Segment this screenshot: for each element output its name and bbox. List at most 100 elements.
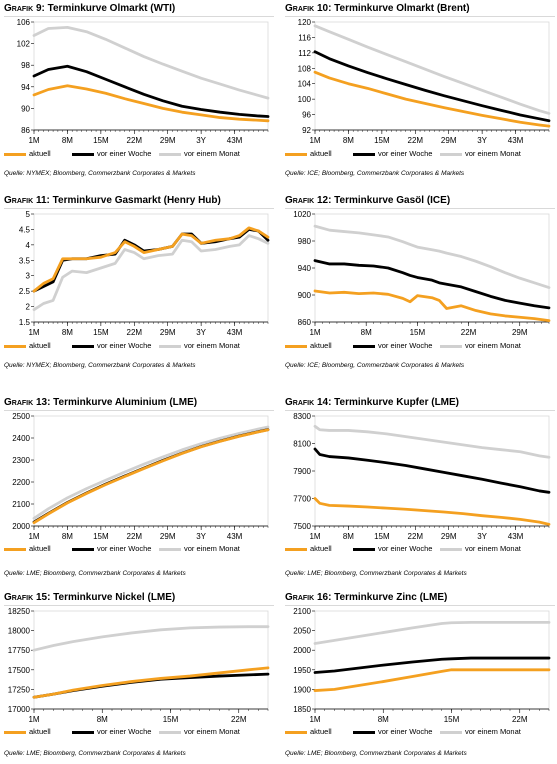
y-tick-label: 5 (26, 210, 31, 219)
legend-swatch (285, 731, 307, 734)
legend-label: vor einer Woche (378, 544, 433, 553)
legend-label: vor einem Monat (184, 149, 240, 158)
legend-label: vor einer Woche (97, 544, 152, 553)
y-tick-label: 92 (302, 126, 311, 135)
y-tick-label: 94 (21, 83, 30, 92)
y-tick-label: 112 (298, 49, 311, 58)
y-tick-label: 1900 (293, 685, 311, 694)
chart-plot-aluminium: 2000 2100 2200 2300 2400 2500 1M 8M 15M 22M 29M 3Y 4… (12, 412, 270, 541)
y-tick-label: 2000 (12, 522, 30, 531)
legend-label: vor einer Woche (378, 341, 433, 350)
x-tick-label: 3Y (196, 328, 206, 337)
y-tick-label: 7900 (293, 467, 311, 476)
y-tick-label: 1.5 (19, 318, 31, 327)
series-line-aktuell (32, 84, 270, 123)
legend-label: vor einer Woche (97, 341, 152, 350)
series-line-woche (313, 50, 551, 123)
legend-swatch (159, 345, 181, 348)
x-tick-label: 1M (309, 136, 320, 145)
chart-legend: aktuell vor einer Woche vor einem Monat (4, 148, 274, 160)
x-tick-label: 1M (309, 328, 320, 337)
series-line-monat (32, 425, 270, 520)
chart-legend: aktuell vor einer Woche vor einem Monat (285, 543, 555, 555)
legend-swatch (159, 548, 181, 551)
x-tick-label: 1M (28, 136, 39, 145)
chart-title: Grafik 13: Terminkurve Aluminium (LME) (4, 395, 274, 411)
x-tick-label: 43M (227, 136, 243, 145)
x-tick-label: 15M (410, 328, 426, 337)
x-tick-label: 43M (227, 328, 243, 337)
legend-swatch (72, 548, 94, 551)
y-tick-label: 96 (302, 111, 311, 120)
x-tick-label: 1M (309, 532, 320, 541)
legend-swatch (72, 153, 94, 156)
chart-legend: aktuell vor einer Woche vor einem Monat (285, 726, 555, 738)
y-tick-label: 3 (26, 272, 31, 281)
y-tick-label: 102 (17, 40, 31, 49)
y-tick-label: 1020 (293, 210, 311, 219)
x-tick-label: 15M (374, 136, 390, 145)
series-line-woche (313, 656, 551, 674)
y-tick-label: 2300 (12, 456, 30, 465)
legend-label: aktuell (29, 727, 51, 736)
y-tick-label: 18250 (8, 607, 31, 616)
chart-legend: aktuell vor einer Woche vor einem Monat (4, 726, 274, 738)
series-line-monat (313, 24, 551, 115)
x-tick-label: 8M (361, 328, 372, 337)
y-tick-label: 18000 (8, 627, 31, 636)
series-line-aktuell (32, 666, 270, 699)
x-tick-label: 15M (93, 328, 109, 337)
chart-title: Grafik 16: Terminkurve Zinc (LME) (285, 590, 555, 606)
y-tick-label: 120 (298, 18, 312, 27)
legend-label: aktuell (29, 544, 51, 553)
y-tick-label: 17500 (8, 666, 31, 675)
series-line-monat (313, 620, 551, 645)
legend-label: aktuell (310, 149, 332, 158)
chart-title: Grafik 12: Terminkurve Gasöl (ICE) (285, 193, 555, 209)
chart-plot-gasoil: 860 900 940 980 1020 1M 8M 15M 22M 29M (293, 210, 551, 337)
legend-label: vor einem Monat (465, 544, 521, 553)
y-tick-label: 8100 (293, 440, 311, 449)
x-tick-label: 15M (93, 136, 109, 145)
x-tick-label: 3Y (477, 136, 487, 145)
chart-source: Quelle: LME; Bloomberg, Commerzbank Corp… (4, 570, 186, 577)
chart-panel-kupfer: Grafik 14: Terminkurve Kupfer (LME) 7500… (285, 395, 555, 585)
x-tick-label: 22M (231, 715, 247, 724)
x-tick-label: 15M (444, 715, 460, 724)
legend-label: aktuell (310, 544, 332, 553)
x-tick-label: 22M (127, 328, 143, 337)
chart-plot-brent: 92 96 100 104 108 112 116 120 1M 8M 15M 22M 29M 3Y 43M (298, 18, 551, 145)
chart-legend: aktuell vor einer Woche vor einem Monat (4, 340, 274, 352)
y-tick-label: 940 (298, 264, 312, 273)
chart-panel-nickel: Grafik 15: Terminkurve Nickel (LME) 1700… (4, 590, 274, 762)
y-tick-label: 100 (298, 95, 312, 104)
x-tick-label: 8M (343, 136, 354, 145)
x-tick-label: 15M (93, 532, 109, 541)
y-tick-label: 104 (298, 80, 312, 89)
legend-swatch (440, 548, 462, 551)
chart-panel-henry-hub: Grafik 11: Terminkurve Gasmarkt (Henry H… (4, 193, 274, 379)
x-tick-label: 8M (62, 136, 73, 145)
y-tick-label: 7500 (293, 522, 311, 531)
chart-legend: aktuell vor einer Woche vor einem Monat (4, 543, 274, 555)
legend-swatch (440, 153, 462, 156)
x-tick-label: 8M (62, 328, 73, 337)
x-tick-label: 1M (28, 715, 39, 724)
y-tick-label: 1950 (293, 666, 311, 675)
y-tick-label: 2 (26, 303, 31, 312)
chart-plot-wti: 86 90 94 98 102 106 1M 8M 15M 22M 29M 3Y 43M (17, 18, 270, 145)
x-tick-label: 22M (408, 532, 424, 541)
legend-swatch (353, 345, 375, 348)
y-tick-label: 98 (21, 61, 30, 70)
legend-label: vor einem Monat (465, 727, 521, 736)
series-line-monat (32, 25, 270, 100)
y-tick-label: 2500 (12, 412, 30, 421)
x-tick-label: 29M (160, 136, 176, 145)
x-tick-label: 29M (160, 328, 176, 337)
x-tick-label: 1M (28, 328, 39, 337)
legend-label: vor einer Woche (97, 149, 152, 158)
series-line-aktuell (313, 70, 551, 128)
x-tick-label: 29M (441, 532, 457, 541)
y-tick-label: 2.5 (19, 287, 31, 296)
y-tick-label: 7700 (293, 495, 311, 504)
